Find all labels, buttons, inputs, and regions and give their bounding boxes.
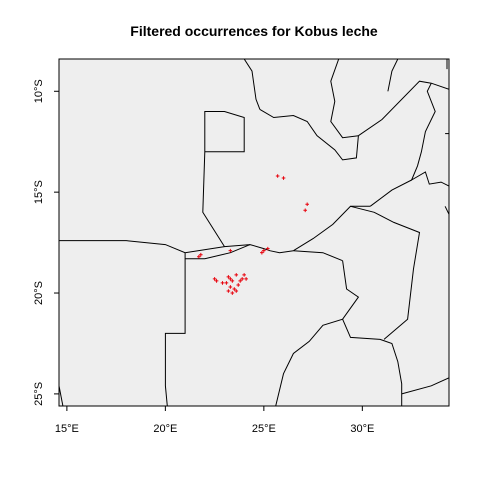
y-tick-label: 25°S: [33, 382, 45, 406]
map-title: Filtered occurrences for Kobus leche: [130, 23, 378, 39]
x-tick-label: 25°E: [252, 423, 276, 435]
x-axis: 15°E 20°E 25°E 30°E: [55, 406, 374, 435]
y-tick-label: 20°S: [33, 281, 45, 305]
y-axis: 10°S 15°S 20°S 25°S: [33, 79, 59, 406]
x-tick-label: 15°E: [55, 423, 79, 435]
y-tick-label: 15°S: [33, 180, 45, 204]
x-tick-label: 20°E: [153, 423, 177, 435]
y-tick-label: 10°S: [33, 79, 45, 103]
x-tick-label: 30°E: [350, 423, 374, 435]
